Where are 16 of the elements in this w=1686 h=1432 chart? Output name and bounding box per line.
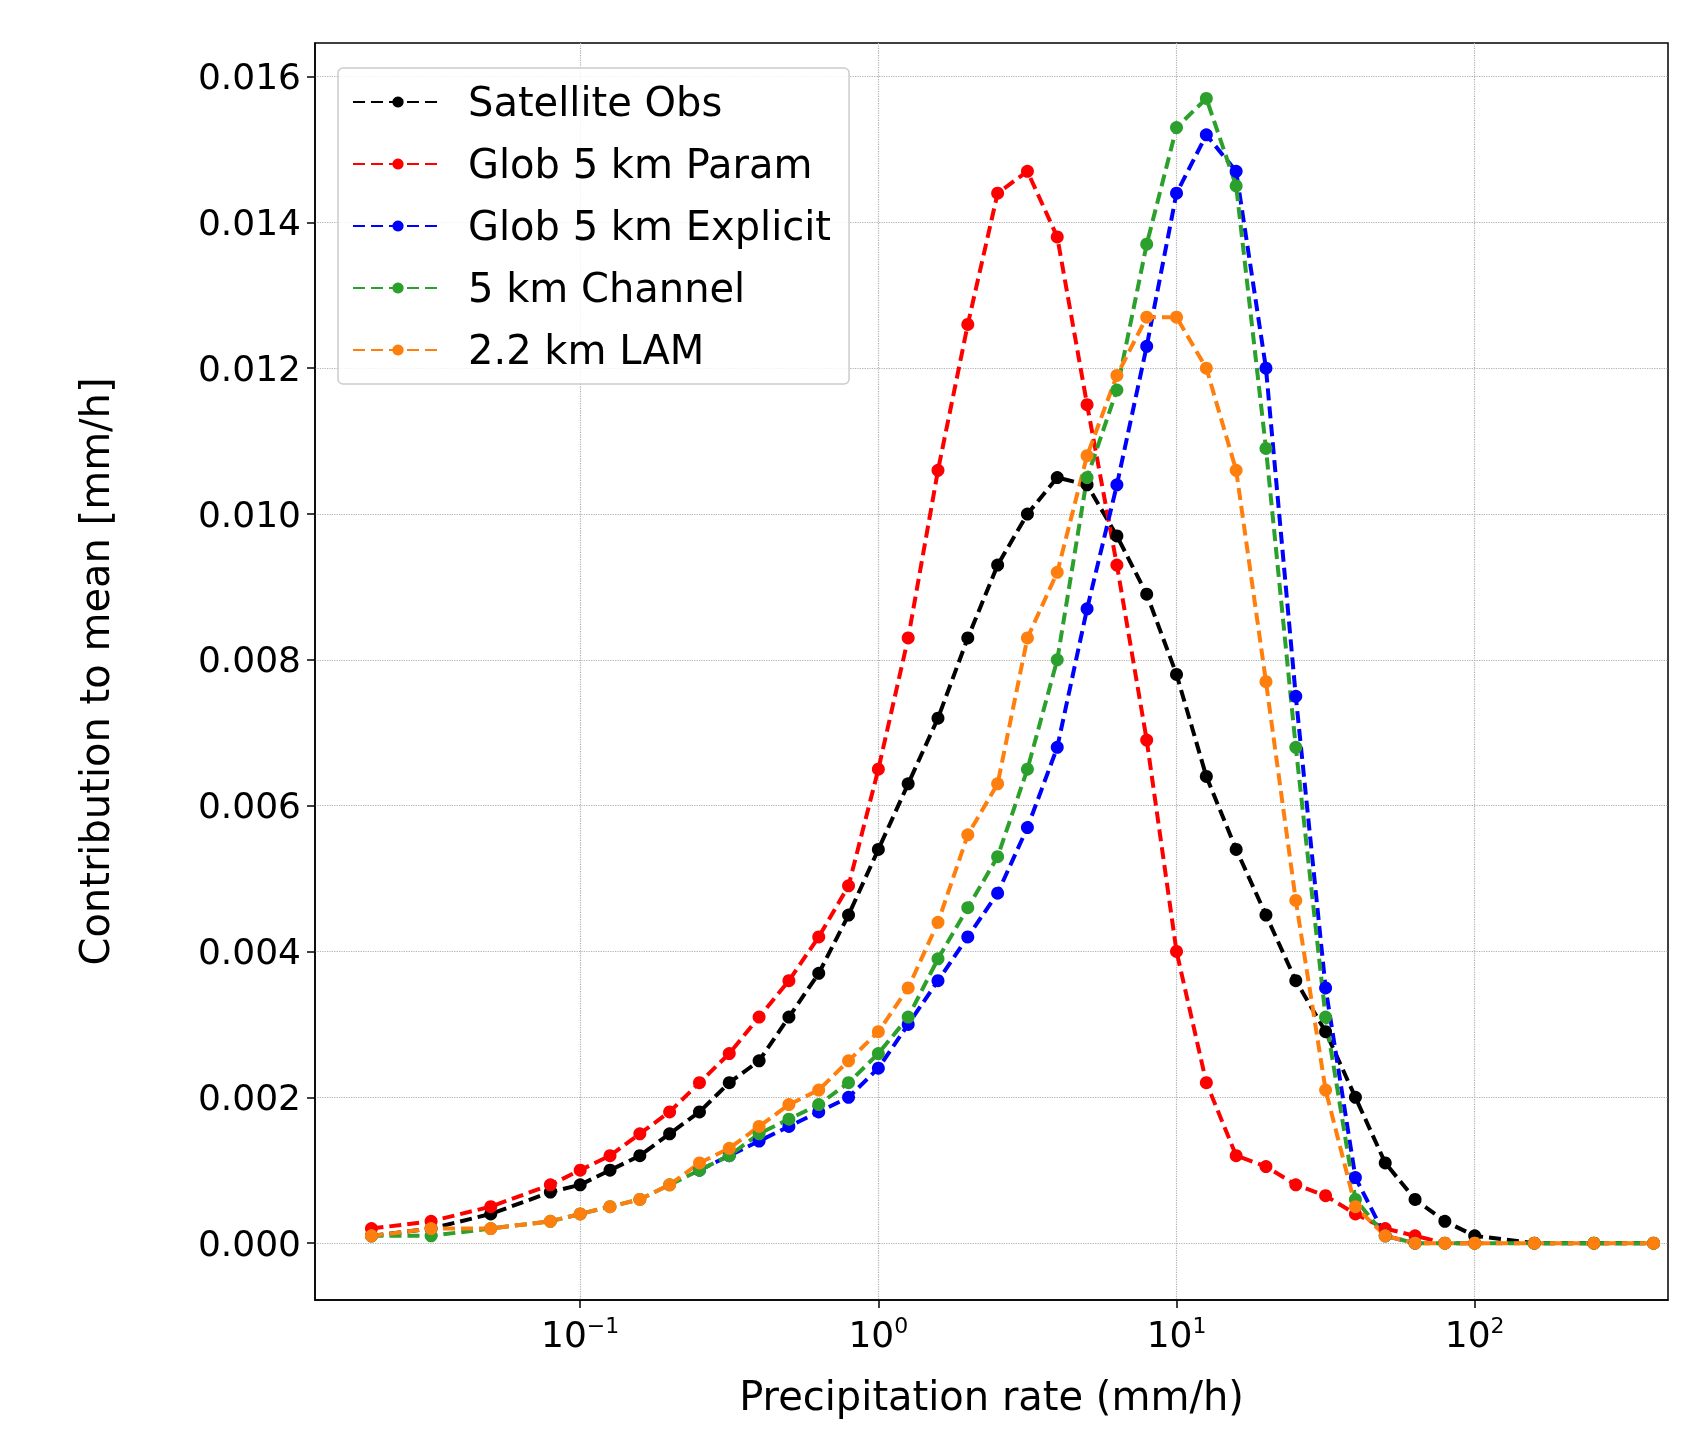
legend-label: Glob 5 km Param [468,141,813,187]
y-tick-label: 0.002 [197,1076,301,1118]
y-tick-label: 0.004 [197,930,301,972]
y-tick-label: 0.012 [197,347,301,389]
y-axis-title: Contribution to mean [mm/h] [72,377,118,966]
legend-label: Satellite Obs [468,79,723,125]
y-tick-label: 0.000 [197,1222,301,1264]
y-tick-label: 0.016 [197,56,301,98]
x-axis-title: Precipitation rate (mm/h) [739,1373,1244,1419]
legend-label: 5 km Channel [468,265,746,311]
y-tick-label: 0.010 [197,493,301,535]
legend-label: Glob 5 km Explicit [468,203,832,249]
y-tick-label: 0.008 [197,639,301,681]
y-tick-label: 0.006 [197,785,301,827]
y-tick-label: 0.014 [197,201,301,243]
legend-label: 2.2 km LAM [468,327,705,373]
